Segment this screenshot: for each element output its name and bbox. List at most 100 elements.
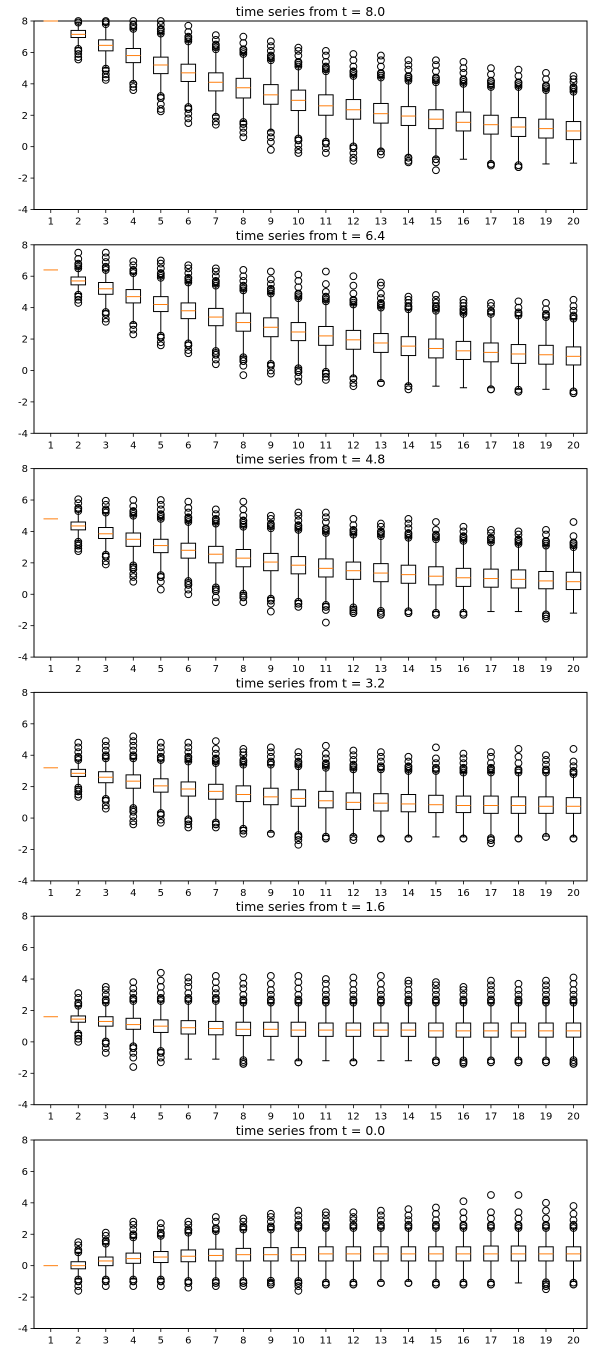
outlier-point	[321, 137, 330, 146]
x-tick-label: 5	[158, 1336, 164, 1347]
outlier-point	[404, 73, 413, 81]
outlier-point	[239, 1217, 248, 1226]
outlier-point	[156, 989, 165, 998]
y-tick-label: 0	[22, 590, 28, 601]
y-tick-label: 8	[22, 17, 28, 28]
outlier-point	[349, 1208, 358, 1217]
outlier-point	[239, 497, 248, 506]
outlier-point	[487, 525, 495, 534]
outlier-point	[321, 1211, 330, 1220]
outlier-point	[184, 1277, 193, 1285]
outlier-point	[321, 979, 330, 988]
outlier-point	[542, 990, 550, 999]
outlier-point	[459, 834, 468, 843]
outlier-point	[377, 289, 385, 298]
outlier-point	[294, 1216, 303, 1225]
plot-frame	[33, 20, 588, 210]
outlier-point	[569, 986, 578, 994]
x-tick-label: 13	[375, 888, 388, 899]
outlier-point	[514, 979, 523, 988]
x-tick-label: 15	[430, 217, 443, 228]
x-tick-label: 19	[540, 217, 553, 228]
outlier-point	[211, 505, 220, 514]
outlier-point	[349, 979, 358, 988]
outlier-point	[321, 63, 330, 72]
outlier-point	[459, 759, 468, 767]
outlier-point	[211, 510, 220, 519]
box	[290, 1021, 307, 1037]
outlier-point	[377, 281, 385, 290]
outlier-point	[569, 387, 578, 396]
outlier-point	[266, 145, 275, 154]
outlier-point	[377, 748, 385, 756]
outlier-point	[487, 981, 495, 990]
outlier-point	[404, 56, 413, 65]
x-tick-label: 1	[48, 1336, 54, 1347]
outlier-point	[294, 290, 303, 299]
x-tick-label: 13	[375, 440, 388, 451]
x-tick-label: 1	[48, 440, 54, 451]
outlier-point	[432, 518, 440, 526]
y-tick-label: -4	[18, 876, 28, 887]
outlier-point	[514, 766, 523, 775]
outlier-point	[294, 1277, 303, 1285]
plot-frame	[33, 1139, 588, 1329]
outlier-point	[542, 1278, 550, 1287]
outlier-point	[487, 748, 495, 756]
outlier-point	[349, 62, 358, 71]
outlier-point	[184, 748, 193, 756]
outlier-point	[404, 514, 413, 523]
x-tick-label: 15	[430, 664, 443, 675]
outlier-point	[239, 277, 248, 285]
outlier-point	[569, 302, 578, 310]
x-tick-label: 6	[185, 1336, 191, 1347]
outlier-point	[156, 995, 165, 1004]
outlier-point	[74, 255, 83, 263]
outlier-point	[432, 765, 440, 773]
outlier-point	[514, 161, 523, 170]
outlier-point	[294, 1286, 303, 1295]
x-tick-label: 8	[240, 888, 246, 899]
outlier-point	[377, 986, 385, 994]
outlier-point	[432, 158, 440, 167]
outlier-point	[569, 518, 578, 526]
outlier-point	[432, 754, 440, 763]
outlier-point	[294, 149, 303, 157]
outlier-point	[184, 119, 193, 128]
outlier-point	[129, 737, 138, 745]
outlier-point	[459, 1214, 468, 1223]
box	[235, 785, 252, 803]
outlier-point	[101, 560, 110, 569]
outlier-point	[184, 28, 193, 36]
outlier-point	[211, 978, 220, 987]
outlier-point	[211, 112, 220, 121]
outlier-point	[514, 834, 523, 843]
x-tick-label: 14	[402, 888, 415, 899]
y-tick-label: -2	[18, 174, 28, 185]
x-tick-label: 12	[347, 1336, 360, 1347]
outlier-point	[156, 738, 165, 747]
outlier-point	[156, 754, 165, 762]
outlier-point	[129, 741, 138, 750]
outlier-point	[459, 996, 468, 1005]
outlier-point	[321, 1208, 330, 1217]
outlier-point	[432, 74, 440, 83]
outlier-point	[156, 331, 165, 340]
outlier-point	[432, 56, 440, 65]
outlier-point	[129, 79, 138, 88]
outlier-point	[74, 1037, 83, 1046]
outlier-point	[294, 1058, 303, 1067]
outlier-point	[101, 1228, 110, 1237]
outlier-point	[156, 505, 165, 514]
outlier-point	[74, 537, 83, 546]
x-tick-label: 2	[75, 888, 81, 899]
outlier-point	[404, 1222, 413, 1230]
outlier-point	[349, 296, 358, 305]
outlier-point	[294, 758, 303, 767]
outlier-point	[514, 303, 523, 312]
outlier-point	[404, 979, 413, 988]
outlier-point	[266, 37, 275, 46]
outlier-point	[542, 68, 550, 77]
